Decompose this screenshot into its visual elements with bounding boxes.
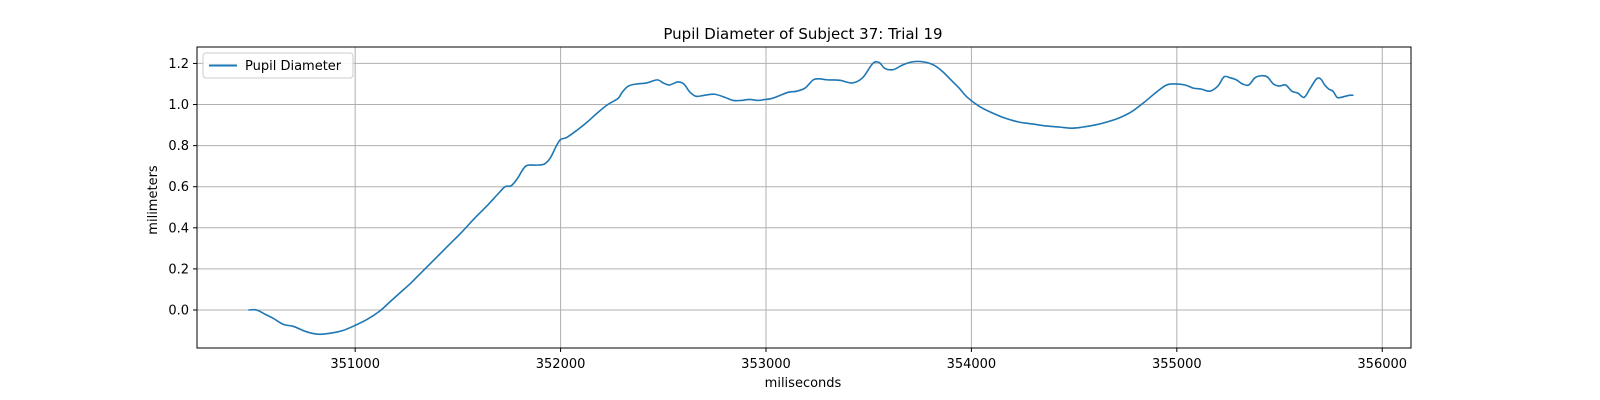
legend: Pupil Diameter: [202, 52, 354, 79]
y-tick-label: 0.0: [168, 303, 189, 318]
legend-box: [202, 52, 354, 79]
x-tick-label: 351000: [330, 357, 380, 372]
y-gridlines: [197, 62, 1411, 311]
y-tick-label: 1.0: [168, 98, 189, 113]
x-tick-label: 355000: [1152, 357, 1202, 372]
y-tick-label: 0.8: [168, 139, 189, 154]
y-axis-ticks: 0.0 0.2 0.4 0.6 0.8 1.0 1.2: [168, 57, 197, 318]
y-axis-title: milimeters: [146, 165, 161, 235]
plot-area-frame: [196, 46, 1412, 349]
chart-title: Pupil Diameter of Subject 37: Trial 19: [663, 25, 942, 43]
series-line-pupil-diameter: [248, 60, 1354, 336]
x-tick-label: 352000: [536, 357, 586, 372]
x-tick-label: 353000: [741, 357, 791, 372]
x-axis-title: miliseconds: [765, 376, 842, 391]
y-tick-label: 0.2: [168, 262, 189, 277]
legend-label-pupil-diameter: Pupil Diameter: [245, 59, 342, 74]
y-tick-label: 0.6: [168, 180, 189, 195]
y-tick-label: 0.4: [168, 221, 189, 236]
x-gridlines: [354, 47, 1383, 348]
x-axis-ticks: 351000 352000 353000 354000 355000 356000: [330, 348, 1407, 372]
x-tick-label: 356000: [1357, 357, 1407, 372]
y-tick-label: 1.2: [168, 57, 189, 72]
x-tick-label: 354000: [947, 357, 997, 372]
